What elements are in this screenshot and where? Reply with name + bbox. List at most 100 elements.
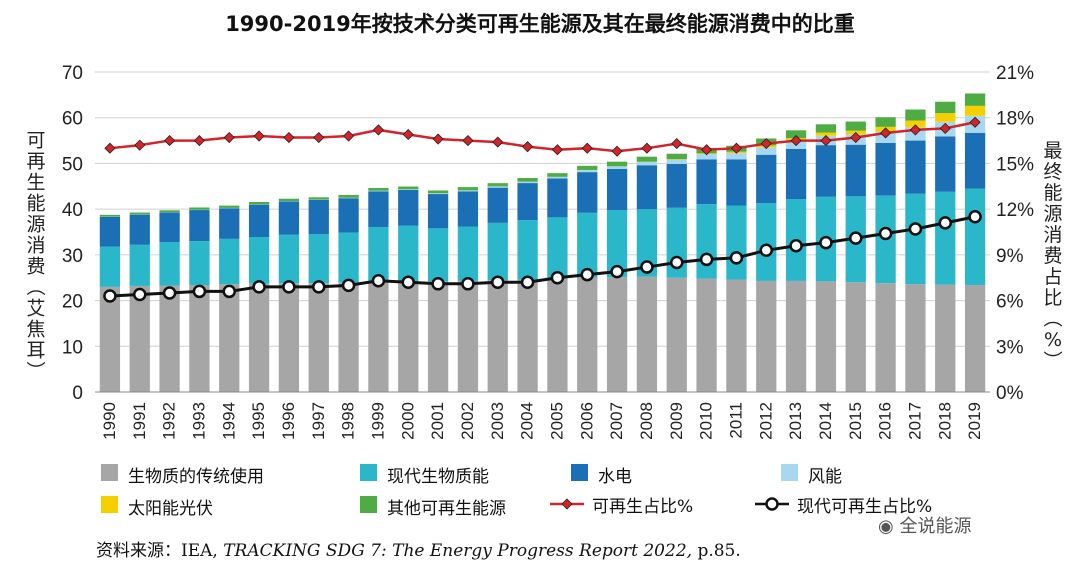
line-point bbox=[491, 275, 505, 290]
bar-segment bbox=[487, 186, 508, 188]
bar-segment bbox=[785, 130, 807, 139]
bar-segment bbox=[815, 281, 837, 392]
y2-tick-label: 15% bbox=[996, 154, 1034, 175]
bar-segment bbox=[398, 189, 419, 226]
x-tick-label: 2002 bbox=[458, 402, 477, 440]
axis-title-glyph: 比 bbox=[1043, 287, 1062, 309]
bar-segment bbox=[696, 204, 717, 279]
x-tick-label: 2007 bbox=[607, 402, 626, 440]
x-tick-label: 2009 bbox=[667, 402, 686, 440]
bar-segment bbox=[159, 210, 180, 213]
bar-segment bbox=[666, 153, 687, 160]
watermark-text: 全说能源 bbox=[899, 516, 972, 537]
bar-segment bbox=[159, 285, 180, 392]
legend-label: 生物质的传统使用 bbox=[128, 467, 264, 487]
bar-segment bbox=[636, 209, 658, 277]
bar-segment bbox=[129, 212, 150, 215]
bar-segment bbox=[517, 279, 538, 392]
line-point bbox=[223, 131, 235, 144]
bar-segment bbox=[606, 161, 628, 167]
bar-segment bbox=[278, 198, 300, 202]
line-point bbox=[341, 278, 356, 293]
y2-tick-label: 9% bbox=[996, 246, 1024, 267]
line-point bbox=[432, 133, 444, 145]
bar-segment bbox=[159, 242, 180, 286]
bar-segment bbox=[189, 210, 210, 242]
bar-segment bbox=[845, 282, 866, 392]
bar-segment bbox=[905, 120, 926, 128]
axis-title-glyph: 焦 bbox=[26, 319, 45, 341]
bar-segment bbox=[696, 159, 717, 205]
line-point bbox=[104, 142, 116, 154]
line-point bbox=[820, 135, 832, 147]
line-point bbox=[819, 235, 833, 250]
bar-segment bbox=[636, 156, 658, 162]
bar-segment bbox=[278, 201, 300, 235]
bar-segment bbox=[278, 234, 300, 284]
y-tick-label: 0 bbox=[72, 383, 83, 404]
bar-segment bbox=[815, 124, 837, 133]
bar-segment bbox=[696, 154, 717, 160]
axis-title-glyph: 可 bbox=[26, 130, 45, 152]
axis-title-glyph: （ bbox=[24, 277, 46, 296]
legend-line-marker bbox=[561, 498, 573, 510]
bar-segment bbox=[398, 280, 419, 392]
y2-tick-label: 18% bbox=[996, 109, 1034, 130]
x-tick-label: 1994 bbox=[219, 402, 238, 440]
line-point bbox=[699, 252, 714, 267]
x-tick-label: 2005 bbox=[547, 402, 566, 440]
bar-segment bbox=[219, 208, 240, 239]
bar-segment bbox=[905, 109, 926, 121]
bar-segment bbox=[129, 214, 150, 245]
y-tick-label: 50 bbox=[62, 154, 83, 175]
bar-segment bbox=[248, 201, 270, 205]
bar-segment bbox=[338, 198, 359, 233]
source-title: TRACKING SDG 7: The Energy Progress Repo… bbox=[223, 541, 693, 561]
source-note: 资料来源：IEA, TRACKING SDG 7: The Energy Pro… bbox=[96, 536, 741, 561]
bar-segment bbox=[248, 237, 270, 284]
legend-swatch bbox=[101, 496, 118, 513]
bar-segment bbox=[398, 186, 419, 190]
line-point bbox=[253, 130, 265, 142]
legend-label: 现代生物质能 bbox=[387, 467, 489, 487]
x-tick-label: 2003 bbox=[488, 402, 507, 440]
x-tick-label: 1997 bbox=[309, 402, 328, 440]
line-point bbox=[938, 216, 952, 230]
bar-segment bbox=[636, 165, 658, 210]
bar-segment bbox=[905, 193, 926, 285]
x-tick-label: 2012 bbox=[756, 402, 775, 440]
bar-segment bbox=[577, 172, 598, 213]
bar-segment bbox=[964, 188, 986, 286]
x-tick-label: 2008 bbox=[637, 402, 656, 440]
line-point bbox=[492, 136, 504, 148]
bar-segment bbox=[219, 284, 240, 392]
bar-segment bbox=[606, 210, 628, 278]
bar-segment bbox=[636, 276, 658, 392]
bar-segment bbox=[577, 212, 598, 278]
bar-segment bbox=[964, 285, 986, 392]
line-point bbox=[939, 122, 951, 134]
bar-segment bbox=[666, 163, 687, 208]
bar-segment bbox=[368, 191, 389, 227]
bar-segment bbox=[756, 154, 777, 204]
line-point bbox=[969, 116, 981, 128]
axis-title-glyph: 能 bbox=[26, 193, 45, 215]
legend-swatch bbox=[781, 464, 798, 481]
watermark: ◉ 全说能源 bbox=[878, 512, 971, 538]
bar-segment bbox=[189, 207, 210, 210]
x-tick-label: 1995 bbox=[249, 402, 268, 440]
y-tick-label: 20 bbox=[62, 292, 83, 313]
bar-segment bbox=[666, 159, 687, 164]
x-tick-label: 2010 bbox=[697, 402, 716, 440]
line-point bbox=[580, 267, 594, 282]
bar-segment bbox=[99, 214, 121, 217]
legend-label: 风能 bbox=[808, 467, 842, 487]
bar-segment bbox=[577, 165, 598, 170]
bar-segment bbox=[875, 142, 896, 196]
line-point bbox=[133, 287, 147, 302]
line-point bbox=[551, 144, 563, 156]
line-point bbox=[134, 139, 146, 151]
line-point bbox=[312, 280, 326, 294]
x-tick-label: 2013 bbox=[786, 402, 805, 440]
